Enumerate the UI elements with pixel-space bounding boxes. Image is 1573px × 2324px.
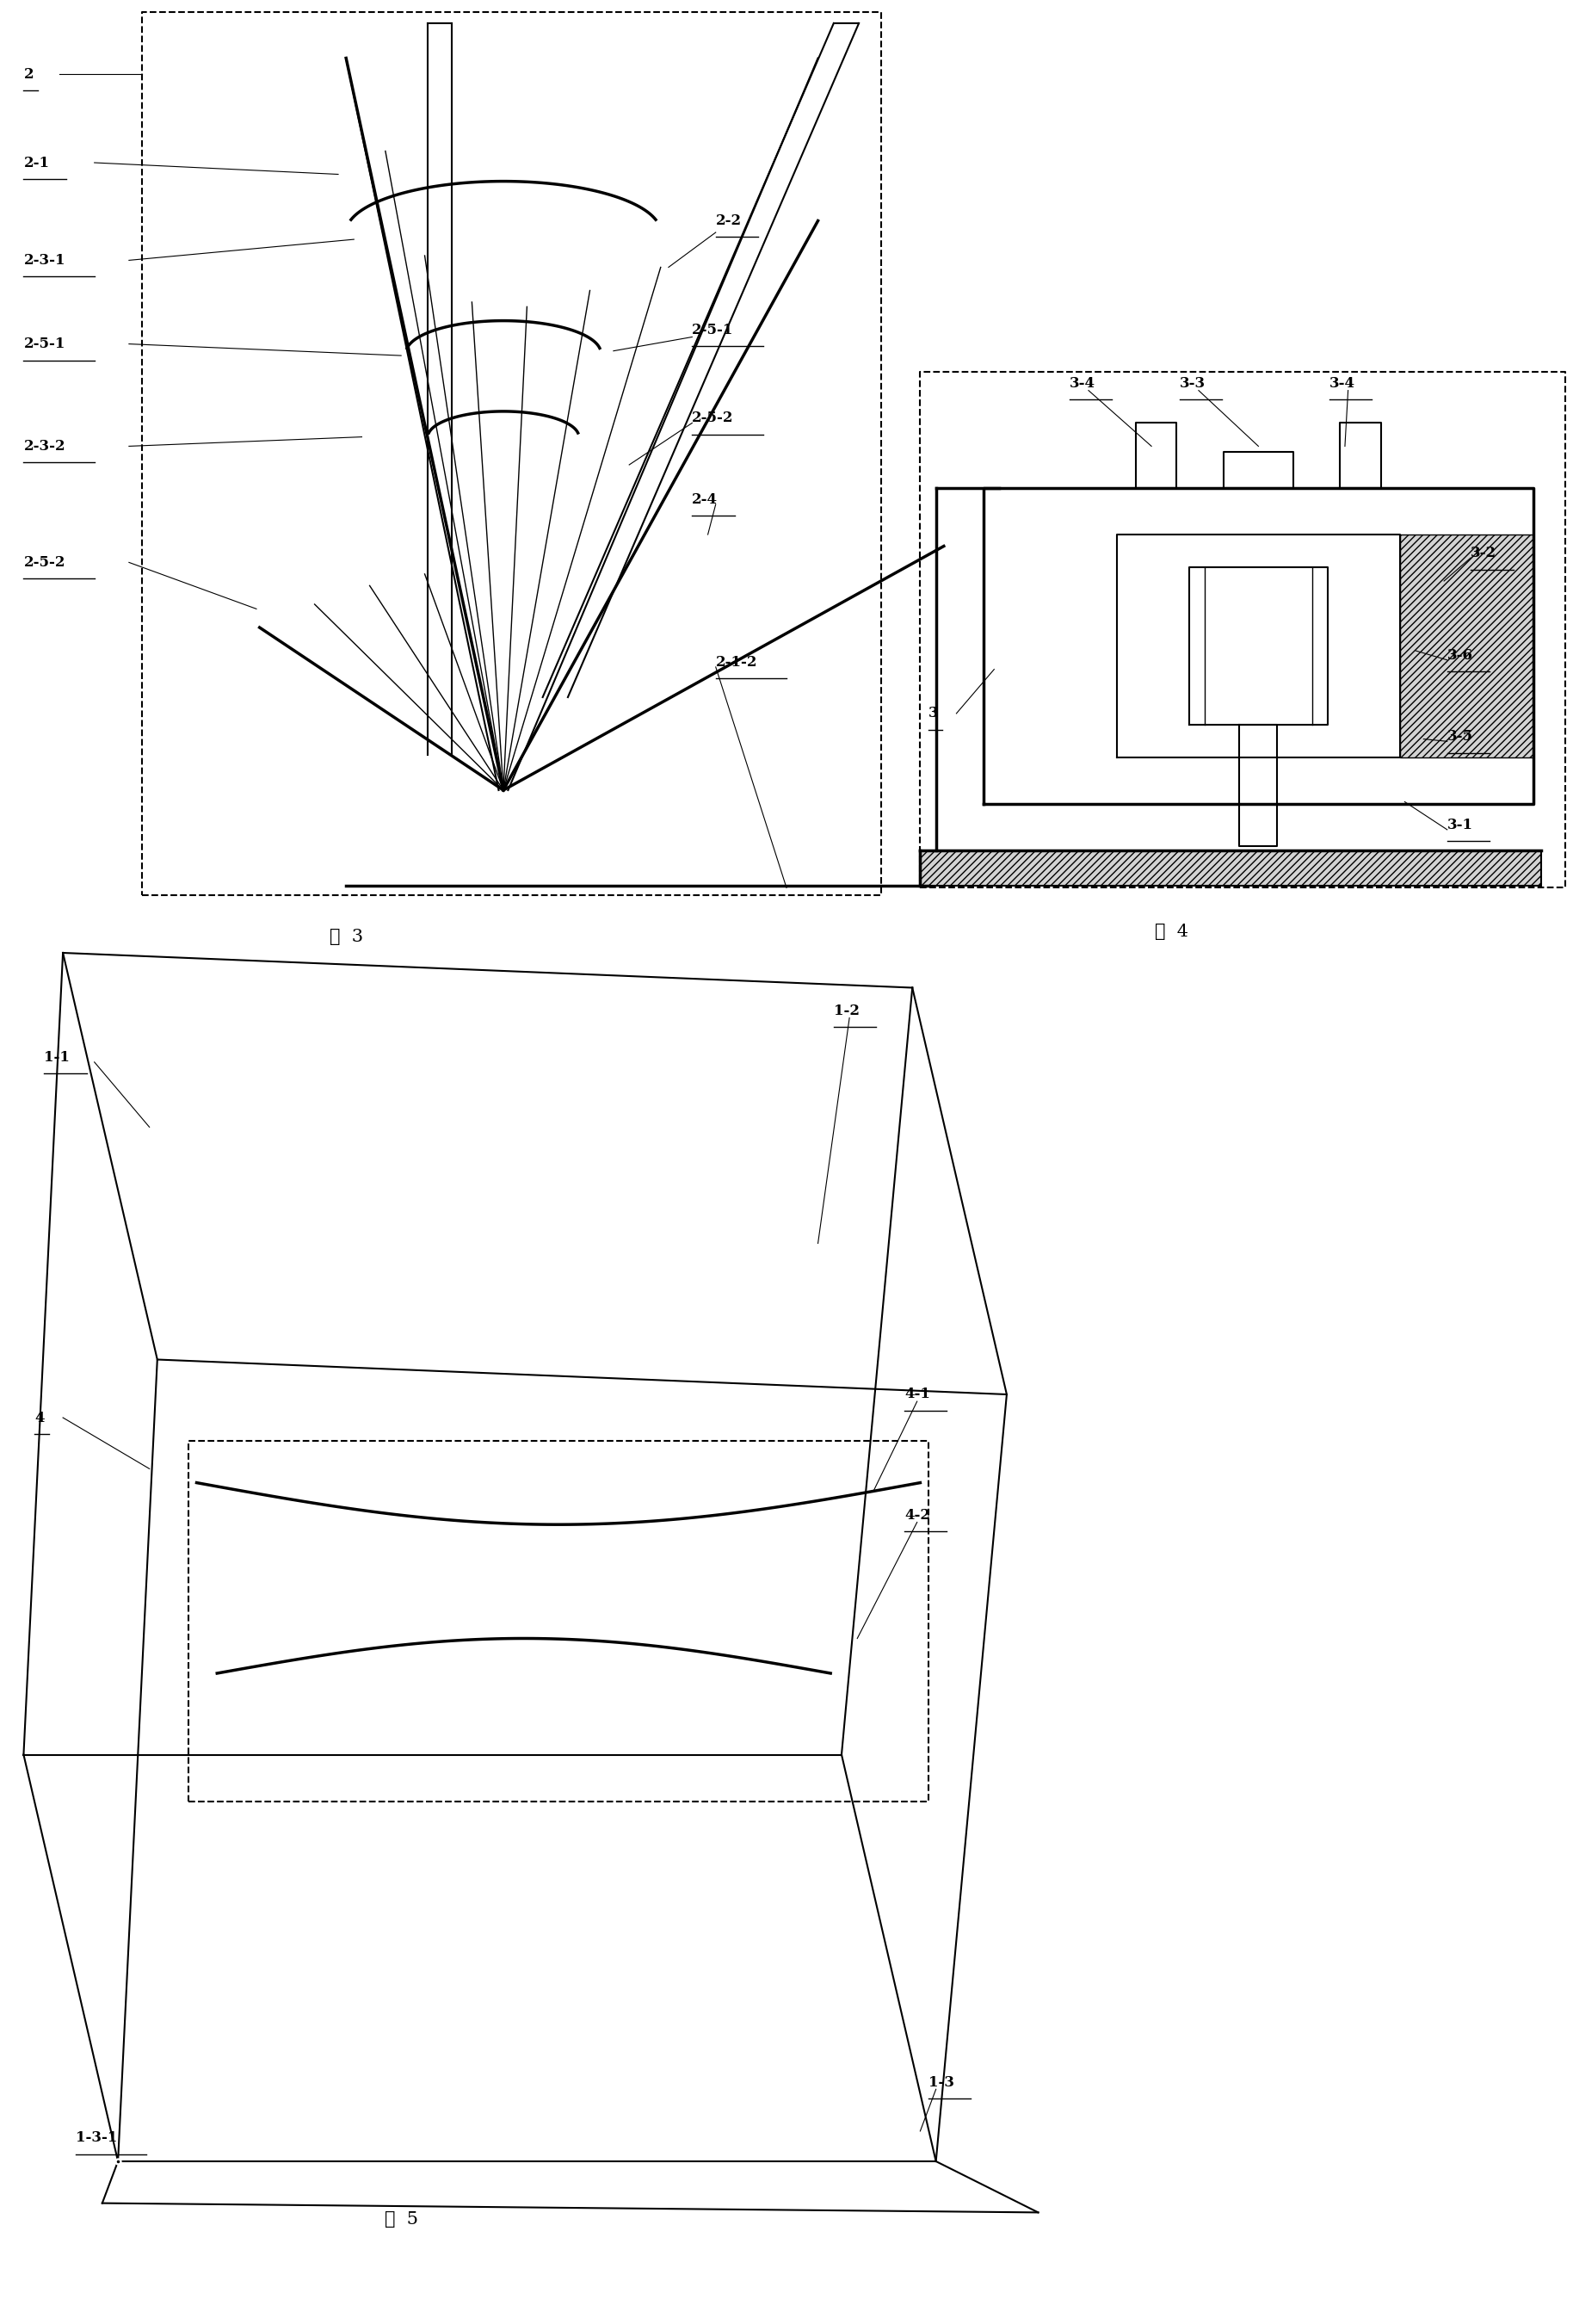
Bar — [920, 851, 1542, 885]
Text: 4-1: 4-1 — [904, 1387, 930, 1401]
Text: 2-5-2: 2-5-2 — [24, 555, 66, 569]
Text: 2-5-1: 2-5-1 — [692, 323, 733, 337]
Text: 4: 4 — [35, 1411, 44, 1425]
Text: 3-2: 3-2 — [1471, 546, 1496, 560]
Text: 4-2: 4-2 — [904, 1508, 930, 1522]
Text: 2: 2 — [24, 67, 33, 81]
Text: 2-2: 2-2 — [716, 214, 741, 228]
Text: 3-4: 3-4 — [1070, 376, 1095, 390]
Text: 2-3-1: 2-3-1 — [24, 253, 66, 267]
Text: 1-3-1: 1-3-1 — [76, 2131, 116, 2145]
Text: 1-2: 1-2 — [834, 1004, 859, 1018]
Text: 3-4: 3-4 — [1329, 376, 1354, 390]
Text: 1-3: 1-3 — [928, 2075, 953, 2089]
Text: 2-4: 2-4 — [692, 493, 717, 507]
Text: 图  5: 图 5 — [384, 2210, 418, 2226]
Text: 3-6: 3-6 — [1447, 648, 1472, 662]
Text: 2-5-1: 2-5-1 — [24, 337, 64, 351]
Text: 2-3-2: 2-3-2 — [24, 439, 66, 453]
Text: 2-5-2: 2-5-2 — [692, 411, 735, 425]
Text: 3-5: 3-5 — [1447, 730, 1472, 744]
Text: 2-1: 2-1 — [24, 156, 49, 170]
Text: 3: 3 — [928, 706, 938, 720]
Bar — [1400, 535, 1534, 758]
Text: 3-3: 3-3 — [1180, 376, 1205, 390]
Text: 图  4: 图 4 — [1155, 923, 1189, 939]
Text: 图  3: 图 3 — [329, 927, 363, 944]
Text: 3-1: 3-1 — [1447, 818, 1472, 832]
Text: 1-1: 1-1 — [44, 1050, 69, 1064]
Text: 2-1-2: 2-1-2 — [716, 655, 758, 669]
